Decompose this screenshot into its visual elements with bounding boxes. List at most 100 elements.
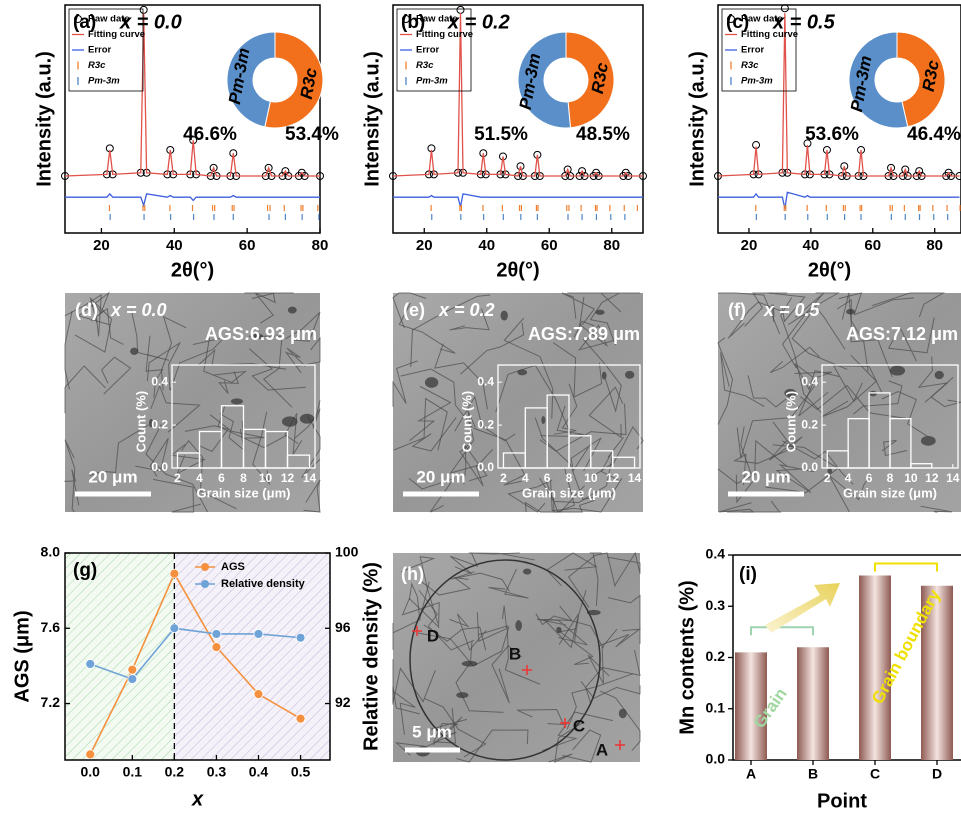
grain-boundary [599,690,641,751]
x-tick-label: 0.2 [165,764,185,780]
data-point [253,689,264,700]
grain-boundary [794,371,833,417]
grain-boundary [170,336,226,391]
grain-boundary [463,444,488,485]
data-point [915,167,924,176]
pore [424,377,439,388]
grain-boundary [434,343,488,410]
panel-label: (e) [403,300,425,320]
x-tick-label: 12 [281,471,295,485]
x-tick-label: 0.0 [81,764,101,780]
pore [461,660,478,667]
donut-slice [517,31,572,129]
point-label: C [573,716,585,735]
grain-boundary [589,552,602,607]
grain-boundary [799,384,907,420]
grain-boundary [146,341,182,391]
grain-boundary [74,296,113,353]
x-tick-label: 6 [218,471,225,485]
ags-annotation: AGS:7.89 μm [528,324,640,344]
data-point [85,749,96,760]
x-tick-label: 40 [166,237,183,254]
x-tick-label: 14 [946,471,960,485]
panel-label: (g) [73,560,97,581]
pore [618,708,627,719]
x-tick-label: A [746,766,756,782]
y2-tick-label: 100 [335,544,359,560]
panel-title: x = 0.5 [763,300,821,320]
x-tick-label: 80 [603,237,620,254]
ags-annotation: AGS:7.12 μm [846,324,958,344]
x-tick-label: 10 [259,471,273,485]
legend-symbol [402,15,410,23]
pore [846,308,856,315]
pore [148,418,154,428]
data-point [887,163,896,172]
y-axis-label: Mn contents (%) [676,580,698,734]
legend-label: Fitting curve [741,29,798,40]
grain-boundary [562,729,602,763]
x-tick-label: 8 [566,471,573,485]
legend-label: Raw date [741,14,783,25]
donut-slice [264,31,324,129]
grain-boundary [449,552,479,575]
inset-x-label: Grain size (μm) [522,485,616,500]
data-point [780,4,789,13]
y-axis-label: AGS (μm) [11,610,33,702]
series-line [718,191,960,209]
data-point [85,659,96,669]
x-tick-label: 6 [544,471,551,485]
x-tick-label: 80 [312,237,329,254]
grain-boundary [101,356,132,395]
x-tick-label: 8 [887,471,894,485]
grain-boundary [392,360,418,407]
histogram-bar [612,456,636,469]
grain-boundary [135,437,169,477]
grain-boundary [303,479,321,513]
grain-boundary [392,618,421,650]
y-axis-label: Intensity (a.u.) [361,51,383,187]
y-tick-label: 0.4 [706,546,726,562]
grain-boundary [252,411,271,486]
x-tick-label: 12 [606,471,620,485]
legend-label: Error [416,45,440,56]
grain-boundary [788,307,848,370]
grain-boundary [838,292,915,316]
x-tick-label: 20 [741,237,758,254]
grain-boundary [219,413,245,452]
legend-label: Fitting curve [416,29,473,40]
pore [869,390,877,397]
legend-label: Raw date [416,14,458,25]
legend-label: Error [741,45,765,56]
grain-boundary [217,405,289,449]
data-point [295,713,306,724]
grain-outline [409,559,601,761]
grain-boundary [393,397,448,451]
series-line [393,193,643,208]
y-tick-label: 8.0 [41,544,61,560]
grain-boundary [566,673,634,730]
bar [735,652,767,760]
grain-boundary [570,437,602,472]
grain-boundary [400,556,439,624]
grain-boundary [473,427,526,486]
panel-label: (h) [401,564,424,584]
legend-label: Error [88,45,112,56]
value-label: 53.6% [805,124,859,145]
panel-title: x = 0.0 [110,300,167,320]
grain-boundary [768,421,803,461]
grain-boundary [580,681,641,699]
x-tick-label: C [870,766,880,782]
grain-boundary [832,365,883,403]
grain-boundary [775,464,815,493]
data-point [840,162,849,171]
point-marker [615,740,625,750]
point-marker [560,718,570,728]
grain-boundary [558,628,594,666]
pore [625,370,635,379]
x-tick-label: 12 [925,471,939,485]
x-tick-label: 80 [926,237,943,254]
ags-annotation: AGS:6.93 μm [205,324,317,344]
plot-frame [64,4,321,234]
